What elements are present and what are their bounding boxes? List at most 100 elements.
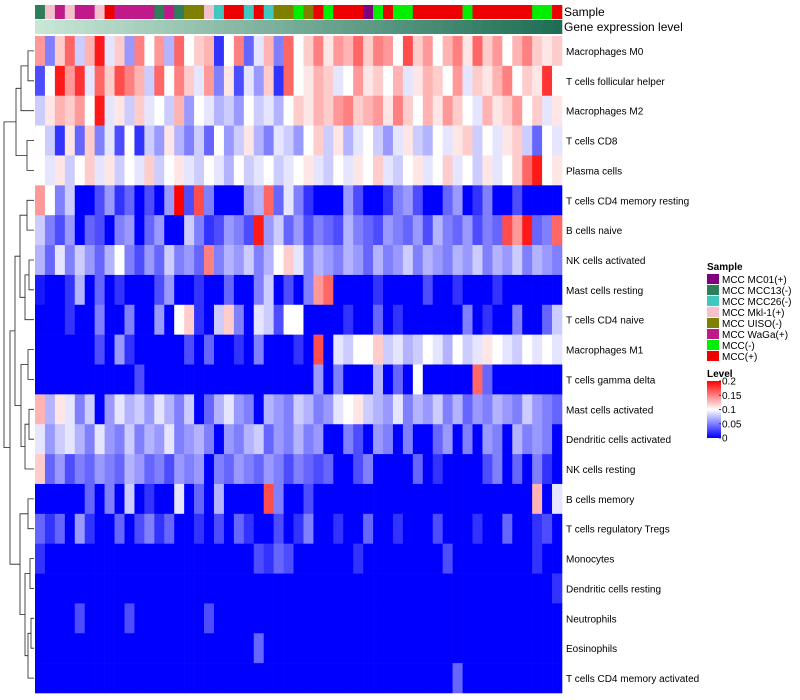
heatmap-cell	[204, 424, 215, 455]
heatmap-cell	[243, 603, 255, 634]
heatmap-cell	[94, 513, 105, 544]
heatmap-cell	[293, 36, 304, 67]
heatmap-cell	[64, 95, 76, 126]
heatmap-cell	[502, 424, 513, 455]
dendrogram-branch	[15, 87, 27, 156]
heatmap-cell	[313, 36, 324, 67]
sample-annotation-cell	[44, 5, 56, 19]
heatmap-cell	[204, 304, 215, 335]
heatmap-cell	[164, 424, 175, 455]
heatmap-cell	[363, 274, 374, 306]
heatmap-cell	[253, 95, 264, 126]
heatmap-cell	[303, 663, 314, 694]
heatmap-cell	[184, 454, 195, 485]
heatmap-cell	[383, 274, 394, 306]
heatmap-cell	[333, 95, 344, 126]
heatmap-cell	[164, 394, 175, 425]
heatmap-cell	[164, 513, 175, 544]
heatmap-cell	[164, 543, 175, 574]
heatmap-cell	[462, 95, 473, 126]
heatmap-cell	[184, 603, 195, 634]
heatmap-cell	[422, 513, 434, 544]
expression-annotation-cell	[94, 20, 105, 34]
heatmap-cell	[303, 364, 314, 395]
heatmap-cell	[432, 95, 443, 126]
heatmap-cell	[104, 603, 115, 634]
heatmap-cell	[194, 364, 205, 395]
heatmap-cell	[412, 483, 424, 515]
heatmap-cell	[383, 36, 394, 67]
heatmap-cell	[194, 454, 205, 485]
expression-annotation-cell	[273, 20, 284, 34]
heatmap-cell	[402, 543, 414, 574]
heatmap-cell	[462, 245, 473, 276]
heatmap-cell	[353, 454, 364, 485]
heatmap-cell	[84, 125, 95, 156]
heatmap-cell	[512, 513, 523, 544]
heatmap-cell	[532, 603, 543, 634]
heatmap-cell	[194, 334, 205, 365]
heatmap-cell	[233, 185, 245, 216]
heatmap-cell	[333, 215, 344, 246]
heatmap-cell	[542, 603, 553, 634]
heatmap-cell	[323, 155, 334, 186]
heatmap-cell	[502, 304, 513, 335]
heatmap-cell	[482, 483, 493, 515]
heatmap-cell	[323, 424, 334, 455]
heatmap-cell	[184, 334, 195, 365]
heatmap-cell	[293, 364, 304, 395]
heatmap-cell	[223, 274, 235, 306]
heatmap-cell	[233, 394, 245, 425]
heatmap-cell	[353, 364, 364, 395]
heatmap-cell	[472, 245, 483, 276]
heatmap-cell	[154, 513, 165, 544]
heatmap-cell	[154, 364, 165, 395]
heatmap-cell	[462, 454, 473, 485]
heatmap-cell	[532, 95, 543, 126]
heatmap-cell	[432, 424, 443, 455]
expression-annotation-cell	[283, 20, 294, 34]
heatmap-cell	[74, 424, 86, 455]
expression-annotation-cell	[263, 20, 274, 34]
row-label: Macrophages M0	[566, 47, 644, 58]
heatmap-cell	[44, 155, 56, 186]
heatmap-cell	[293, 245, 304, 276]
heatmap-cell	[44, 573, 56, 604]
heatmap-cell	[472, 36, 483, 67]
expression-annotation-cell	[412, 20, 424, 34]
heatmap-cell	[243, 663, 255, 694]
heatmap-cell	[542, 663, 553, 694]
heatmap-cell	[313, 603, 324, 634]
heatmap-cell	[452, 274, 463, 306]
heatmap-cell	[412, 36, 424, 67]
heatmap-cell	[343, 513, 354, 544]
heatmap-cell	[174, 394, 185, 425]
heatmap-cell	[74, 185, 86, 216]
heatmap-cell	[373, 454, 384, 485]
heatmap-cell	[552, 454, 563, 485]
heatmap-cell	[154, 394, 165, 425]
heatmap-cell	[154, 215, 165, 246]
heatmap-cell	[432, 513, 443, 544]
heatmap-cell	[522, 573, 533, 604]
heatmap-cell	[353, 334, 364, 365]
heatmap-cell	[412, 65, 424, 97]
heatmap-cell	[373, 334, 384, 365]
heatmap-cell	[154, 155, 165, 186]
row-label: T cells follicular helper	[566, 77, 665, 88]
heatmap-cell	[303, 125, 314, 156]
heatmap-cell	[303, 513, 314, 544]
heatmap-cell	[512, 245, 523, 276]
sample-annotation-bar	[35, 5, 563, 19]
heatmap-cell	[223, 663, 235, 694]
dendrogram-branch	[24, 274, 34, 321]
heatmap-cell	[452, 125, 463, 156]
heatmap-cell	[323, 454, 334, 485]
heatmap-cell	[323, 663, 334, 694]
heatmap-cell	[233, 304, 245, 335]
heatmap-cell	[54, 274, 66, 306]
heatmap-cell	[492, 65, 503, 97]
heatmap-cell	[512, 274, 523, 306]
heatmap-cell	[54, 65, 66, 97]
heatmap-cell	[233, 633, 245, 664]
